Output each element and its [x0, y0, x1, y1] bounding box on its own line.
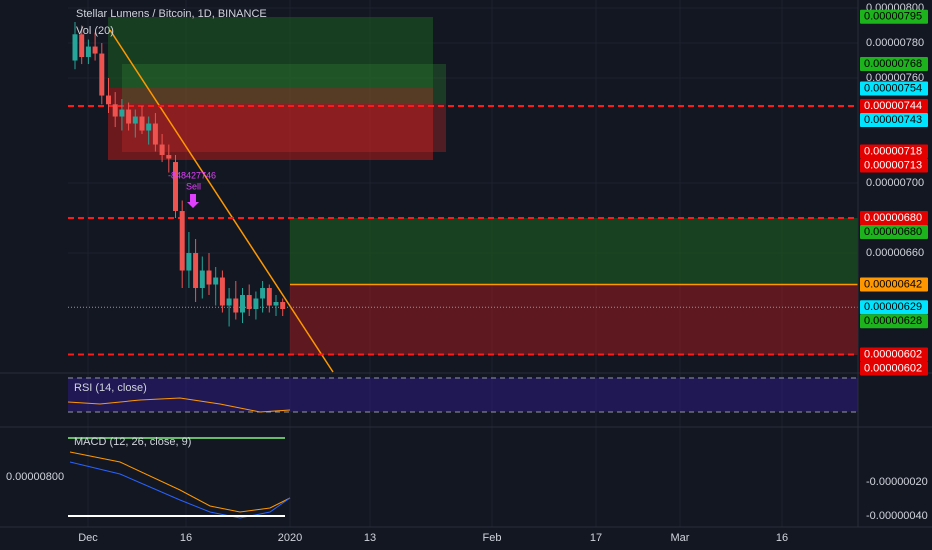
price-tag [860, 9, 928, 24]
candle-body [85, 46, 91, 58]
candle-body [246, 295, 252, 310]
candle-body [219, 277, 225, 306]
loss-zone [122, 104, 446, 152]
price-tag-label: 0.00000713 [864, 159, 922, 171]
price-tag [860, 144, 928, 159]
price-tag [860, 225, 928, 240]
price-tag [860, 57, 928, 72]
macd-tick: -0.00000040 [866, 510, 928, 522]
macd-label: MACD (12, 26, close, 9) [74, 436, 191, 448]
price-tag [860, 211, 928, 226]
signal-value: -848427746 [168, 170, 216, 180]
candle-body [233, 298, 239, 313]
candle-body [186, 253, 192, 271]
price-tag-label: 0.00000642 [864, 278, 922, 290]
levels [68, 105, 858, 356]
price-tag [860, 300, 928, 315]
price-tags: 0.00000795 0.00000768 0.00000754 0.00000744… [860, 9, 928, 376]
candle-body [173, 162, 178, 212]
candle-body [112, 104, 118, 117]
price-tag-label: 0.00000602 [864, 348, 922, 360]
price-tag [860, 81, 928, 96]
candle-body [79, 34, 85, 58]
rsi-line [67, 397, 291, 413]
price-tag [860, 158, 928, 173]
x-tick-label: 16 [180, 532, 192, 544]
candle-body [126, 109, 132, 124]
price-tag-label: 0.00000602 [864, 362, 922, 374]
x-tick-label: 2020 [278, 532, 302, 544]
trend-line [109, 29, 334, 373]
rsi-band [68, 378, 858, 412]
price-tag [860, 347, 928, 362]
candle-body [179, 211, 185, 271]
candle-body [260, 288, 266, 299]
candle-body [280, 302, 286, 310]
y-tick-label: 0.00000780 [866, 37, 924, 49]
price-tag [860, 113, 928, 128]
rsi-label: RSI (14, close) [74, 382, 147, 394]
price-tag-label: 0.00000743 [864, 114, 922, 126]
candle-body [159, 144, 165, 156]
candle-body [166, 155, 172, 159]
y-tick-label: 0.00000660 [866, 247, 924, 259]
candle-body [106, 95, 111, 105]
candle-body [226, 298, 232, 306]
macd-tick: -0.00000020 [866, 476, 928, 488]
profit-zone [122, 64, 446, 104]
price-tag [860, 277, 928, 292]
price-tag [860, 361, 928, 376]
price-tag-label: 0.00000744 [864, 100, 922, 112]
candle-body [92, 46, 98, 54]
candle-body [199, 270, 205, 289]
profit-zone [290, 218, 858, 285]
price-tag [860, 99, 928, 114]
candle-body [213, 277, 219, 285]
candle-body [139, 116, 145, 131]
volume-label: Vol (20) [76, 25, 114, 37]
x-tick-label: 16 [776, 532, 788, 544]
signal-label: Sell [186, 181, 201, 191]
ticks: 0.000008000.000007800.000007600.00000700… [78, 2, 924, 544]
candle-body [266, 288, 272, 306]
price-tag-label: 0.00000768 [864, 58, 922, 70]
price-tag-label: 0.00000680 [864, 212, 922, 224]
y-tick-label: 0.00000760 [866, 72, 924, 84]
profit-zone [108, 17, 433, 88]
symbol-title: Stellar Lumens / Bitcoin, 1D, BINANCE [76, 8, 267, 20]
x-tick-label: 13 [364, 532, 376, 544]
price-tag-label: 0.00000628 [864, 315, 922, 327]
x-tick-label: Mar [671, 532, 690, 544]
macd-line [69, 461, 291, 519]
candle-body [193, 253, 199, 289]
x-tick-label: Dec [78, 532, 98, 544]
x-tick-label: 17 [590, 532, 602, 544]
candles [72, 22, 286, 327]
x-tick-label: Feb [483, 532, 502, 544]
candle-body [146, 123, 152, 131]
candle-body [119, 109, 125, 117]
loss-zone [290, 285, 858, 355]
price-tag-label: 0.00000629 [864, 301, 922, 313]
candle-body [206, 270, 212, 285]
candle-body [99, 53, 105, 96]
price-tag-label: 0.00000795 [864, 11, 922, 23]
candle-body [240, 295, 245, 313]
candle-body [72, 34, 78, 61]
candle-body [253, 298, 259, 310]
price-tag-label: 0.00000680 [864, 226, 922, 238]
macd-left-tick: 0.00000800 [6, 471, 64, 483]
sell-arrow [187, 194, 199, 208]
candle-body [132, 116, 138, 124]
price-tag [860, 314, 928, 329]
candle-body [273, 302, 279, 306]
y-tick-label: 0.00000700 [866, 177, 924, 189]
price-tag-label: 0.00000754 [864, 82, 922, 94]
macd-signal [69, 451, 291, 513]
candle-body [152, 123, 158, 145]
price-tag-label: 0.00000718 [864, 145, 922, 157]
